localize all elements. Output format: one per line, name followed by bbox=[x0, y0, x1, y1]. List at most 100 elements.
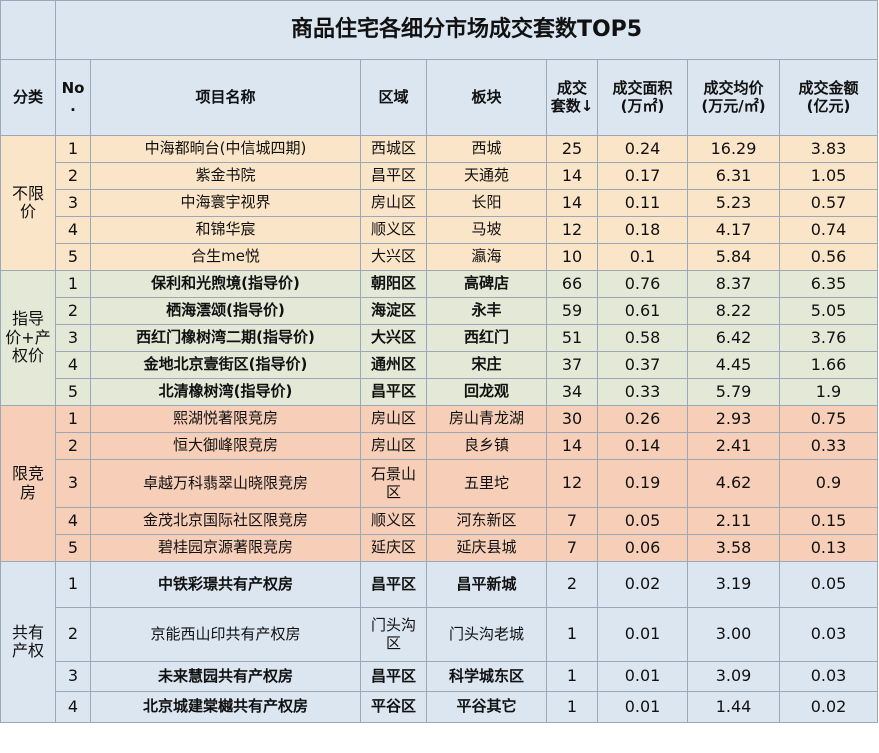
block: 瀛海 bbox=[426, 243, 547, 271]
category-line: 价 bbox=[19, 202, 36, 221]
project-name: 北京城建棠樾共有产权房 bbox=[90, 691, 361, 723]
area: 0.18 bbox=[597, 216, 688, 244]
block: 西城 bbox=[426, 135, 547, 163]
area: 0.05 bbox=[597, 507, 688, 535]
header-price: 成交均价 (万元/㎡) bbox=[687, 59, 780, 136]
district: 门头沟区 bbox=[360, 607, 427, 662]
row-no: 4 bbox=[55, 216, 91, 244]
district: 昌平区 bbox=[360, 378, 427, 406]
amount: 3.83 bbox=[778, 135, 879, 163]
price: 3.09 bbox=[687, 661, 780, 692]
amount: 0.13 bbox=[778, 534, 879, 562]
row-no: 2 bbox=[55, 297, 91, 325]
area: 0.06 bbox=[597, 534, 688, 562]
block: 西红门 bbox=[426, 324, 547, 352]
row-no: 4 bbox=[55, 351, 91, 379]
district-line: 门头沟 bbox=[370, 616, 416, 635]
category-line: 限竞 bbox=[11, 464, 44, 484]
table-title: 商品住宅各细分市场成交套数TOP5 bbox=[54, 0, 879, 60]
header-area-line2: (万㎡) bbox=[620, 96, 665, 115]
district: 昌平区 bbox=[360, 561, 427, 608]
area: 0.24 bbox=[597, 135, 688, 163]
block: 永丰 bbox=[426, 297, 547, 325]
block: 门头沟老城 bbox=[426, 607, 547, 662]
amount: 1.66 bbox=[778, 351, 879, 379]
category-unlimited: 不限价 bbox=[0, 135, 56, 271]
units: 7 bbox=[546, 534, 598, 562]
table-row: 共有 产权 1 中铁彩璟共有产权房 昌平区 昌平新城 2 0.02 3.19 0.… bbox=[0, 561, 879, 723]
area: 0.61 bbox=[597, 297, 688, 325]
header-no-line2: . bbox=[70, 96, 76, 115]
units: 30 bbox=[546, 405, 598, 433]
row-no: 1 bbox=[55, 561, 91, 608]
row-no: 2 bbox=[55, 432, 91, 460]
header-units-line1: 成交 bbox=[556, 79, 587, 98]
units: 66 bbox=[546, 270, 598, 298]
header-amount-line1: 成交金额 bbox=[798, 79, 859, 98]
district: 房山区 bbox=[360, 432, 427, 460]
row-no: 3 bbox=[55, 324, 91, 352]
table-row: 3 卓越万科翡翠山晓限竞房 石景山区 五里坨 12 0.19 4.62 0.9 bbox=[1, 459, 879, 508]
units: 14 bbox=[546, 162, 598, 190]
amount: 6.35 bbox=[778, 270, 879, 298]
units: 14 bbox=[546, 432, 598, 460]
project-name: 紫金书院 bbox=[90, 162, 361, 190]
table-row: 2 京能西山印共有产权房 门头沟区 门头沟老城 1 0.01 3.00 0.03 bbox=[1, 607, 879, 662]
district-line: 石景山 bbox=[370, 465, 416, 484]
block: 高碑店 bbox=[426, 270, 547, 298]
price: 5.23 bbox=[687, 189, 780, 217]
row-no: 3 bbox=[55, 189, 91, 217]
district: 通州区 bbox=[360, 351, 427, 379]
header-price-line2: (万元/㎡) bbox=[701, 96, 766, 115]
project-name: 中海寰宇视界 bbox=[90, 189, 361, 217]
project-name: 西红门橡树湾二期(指导价) bbox=[90, 324, 361, 352]
block: 延庆县城 bbox=[426, 534, 547, 562]
table-row: 4 金茂北京国际社区限竞房 顺义区 河东新区 7 0.05 2.11 0.15 bbox=[1, 507, 879, 535]
units: 59 bbox=[546, 297, 598, 325]
units: 1 bbox=[546, 661, 598, 692]
row-no: 3 bbox=[55, 661, 91, 692]
project-name: 栖海澐颂(指导价) bbox=[90, 297, 361, 325]
block: 良乡镇 bbox=[426, 432, 547, 460]
category-guided-price: 指导 价+产 权价 bbox=[0, 270, 56, 406]
units: 51 bbox=[546, 324, 598, 352]
row-no: 1 bbox=[55, 405, 91, 433]
block: 平谷其它 bbox=[426, 691, 547, 723]
project-name: 碧桂园京源著限竞房 bbox=[90, 534, 361, 562]
project-name: 熙湖悦著限竞房 bbox=[90, 405, 361, 433]
category-line: 共有 bbox=[11, 622, 44, 642]
amount: 0.56 bbox=[778, 243, 879, 271]
category-line: 不限 bbox=[11, 183, 44, 203]
price: 8.22 bbox=[687, 297, 780, 325]
category-line: 权价 bbox=[11, 346, 44, 366]
amount: 3.76 bbox=[778, 324, 879, 352]
units: 12 bbox=[546, 459, 598, 508]
area: 0.76 bbox=[597, 270, 688, 298]
units: 2 bbox=[546, 561, 598, 608]
price: 3.19 bbox=[687, 561, 780, 608]
area: 0.58 bbox=[597, 324, 688, 352]
units: 34 bbox=[546, 378, 598, 406]
area: 0.14 bbox=[597, 432, 688, 460]
amount: 5.05 bbox=[778, 297, 879, 325]
header-units: 成交 套数↓ bbox=[546, 59, 598, 136]
block: 天通苑 bbox=[426, 162, 547, 190]
header-area: 成交面积 (万㎡) bbox=[597, 59, 688, 136]
header-project: 项目名称 bbox=[90, 59, 361, 136]
amount: 0.33 bbox=[778, 432, 879, 460]
amount: 0.75 bbox=[778, 405, 879, 433]
price: 2.11 bbox=[687, 507, 780, 535]
project-name: 卓越万科翡翠山晓限竞房 bbox=[90, 459, 361, 508]
block: 马坡 bbox=[426, 216, 547, 244]
units: 12 bbox=[546, 216, 598, 244]
area: 0.33 bbox=[597, 378, 688, 406]
area: 0.37 bbox=[597, 351, 688, 379]
table-row: 5 北清橡树湾(指导价) 昌平区 回龙观 34 0.33 5.79 1.9 bbox=[1, 378, 879, 406]
row-no: 1 bbox=[55, 135, 91, 163]
table-row: 2 紫金书院 昌平区 天通苑 14 0.17 6.31 1.05 bbox=[1, 162, 879, 190]
amount: 0.02 bbox=[778, 691, 879, 723]
price: 3.58 bbox=[687, 534, 780, 562]
district: 房山区 bbox=[360, 189, 427, 217]
table-row: 限竞房 1 熙湖悦著限竞房 房山区 房山青龙湖 30 0.26 2.93 0.7… bbox=[0, 405, 879, 562]
table-row: 4 和锦华宸 顺义区 马坡 12 0.18 4.17 0.74 bbox=[1, 216, 879, 244]
